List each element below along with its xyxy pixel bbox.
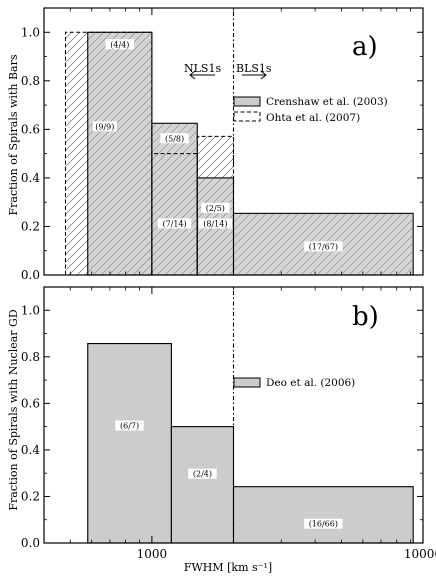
ytick-label-1: 0.2 xyxy=(21,219,40,233)
ytick-label-2: 0.4 xyxy=(21,171,40,185)
legend-text-deo: Deo et al. (2006) xyxy=(266,377,355,389)
bar-0-2 xyxy=(232,486,414,544)
bls1s-arrow xyxy=(242,70,267,80)
bar-label-0-0: (6/7) xyxy=(120,422,139,431)
legend-swatch-crenshaw xyxy=(233,96,261,107)
legend-a: Crenshaw et al. (2003) Ohta et al. (2007… xyxy=(233,96,388,124)
bar-outline-1-2 xyxy=(196,135,234,275)
panel-b: 0.0 0.2 0.4 0.6 0.8 1.0 1000 10000 (6/7) (2/4) (… xyxy=(7,286,436,574)
bar-label-0-0: (4/4) xyxy=(110,40,129,49)
bar-0-0 xyxy=(87,343,172,544)
ytick-label-0: 0.0 xyxy=(21,268,40,282)
bls1s-label: BLS1s xyxy=(236,62,272,75)
legend-text-crenshaw: Crenshaw et al. (2003) xyxy=(266,96,388,108)
bar-label-0-2: (2/5) xyxy=(206,204,225,213)
bar-outline-1-0 xyxy=(64,31,153,275)
ytick-label-1: 0.2 xyxy=(21,489,40,503)
bar-0-1 xyxy=(170,426,235,544)
bar-label-bg-0-3 xyxy=(304,241,343,252)
legend-swatch-deo xyxy=(233,377,261,388)
bar-label-bg-0-2 xyxy=(304,518,343,529)
ytick-label-5: 1.0 xyxy=(21,25,40,39)
bar-label-bg-0-0 xyxy=(115,420,144,431)
ytick-label-2: 0.4 xyxy=(21,443,40,457)
bar-label-bg-1-1 xyxy=(157,218,192,229)
bar-label-bg-1-0 xyxy=(92,121,117,132)
ytick-label-4: 0.8 xyxy=(21,74,40,88)
bar-label-0-3: (17/67) xyxy=(309,242,338,251)
panel-a: 0.0 0.2 0.4 0.6 0.8 1.0 (4/4) (5/8) (2/5) (17/67… xyxy=(7,7,424,282)
legend-b: Deo et al. (2006) xyxy=(233,377,355,389)
xtick-label-1: 10000 xyxy=(404,547,436,561)
ytick-label-3: 0.6 xyxy=(21,122,40,136)
panel-a-label: a) xyxy=(352,32,378,62)
ytick-label-4: 0.8 xyxy=(21,350,40,364)
panel-b-xlabel: FWHM [km s⁻¹] xyxy=(184,561,272,574)
bar-label-bg-0-1 xyxy=(188,468,217,479)
legend-text-ohta: Ohta et al. (2007) xyxy=(266,112,360,124)
bar-outline-1-1 xyxy=(151,153,198,275)
bar-label-0-2: (16/66) xyxy=(309,520,338,529)
legend-swatch-ohta xyxy=(233,111,261,122)
bar-label-bg-0-1 xyxy=(160,133,189,144)
bar-label-0-1: (5/8) xyxy=(165,134,184,143)
bar-label-bg-0-0 xyxy=(105,39,135,50)
bar-overlay-0-1 xyxy=(151,123,198,275)
bar-label-1-0: (9/9) xyxy=(95,122,114,131)
bar-label-1-1: (7/14) xyxy=(162,219,186,228)
ytick-label-3: 0.6 xyxy=(21,396,40,410)
panel-b-label: b) xyxy=(352,302,379,332)
xtick-label-0: 1000 xyxy=(137,547,168,561)
panel-b-ylabel: Fraction of Spirals with Nuclear GD xyxy=(7,309,20,510)
nls1s-label: NLS1s xyxy=(184,62,221,75)
bar-label-bg-0-2 xyxy=(201,202,230,213)
ytick-label-5: 1.0 xyxy=(21,303,40,317)
panel-a-ylabel: Fraction of Spirals with Bars xyxy=(7,54,20,215)
ytick-label-0: 0.0 xyxy=(21,536,40,550)
bar-label-bg-1-2 xyxy=(198,218,233,229)
nls1s-arrow xyxy=(189,70,215,80)
bar-overlay-0-0 xyxy=(87,32,152,275)
bar-label-0-1: (2/4) xyxy=(193,470,212,479)
bar-label-1-2: (8/14) xyxy=(203,219,227,228)
